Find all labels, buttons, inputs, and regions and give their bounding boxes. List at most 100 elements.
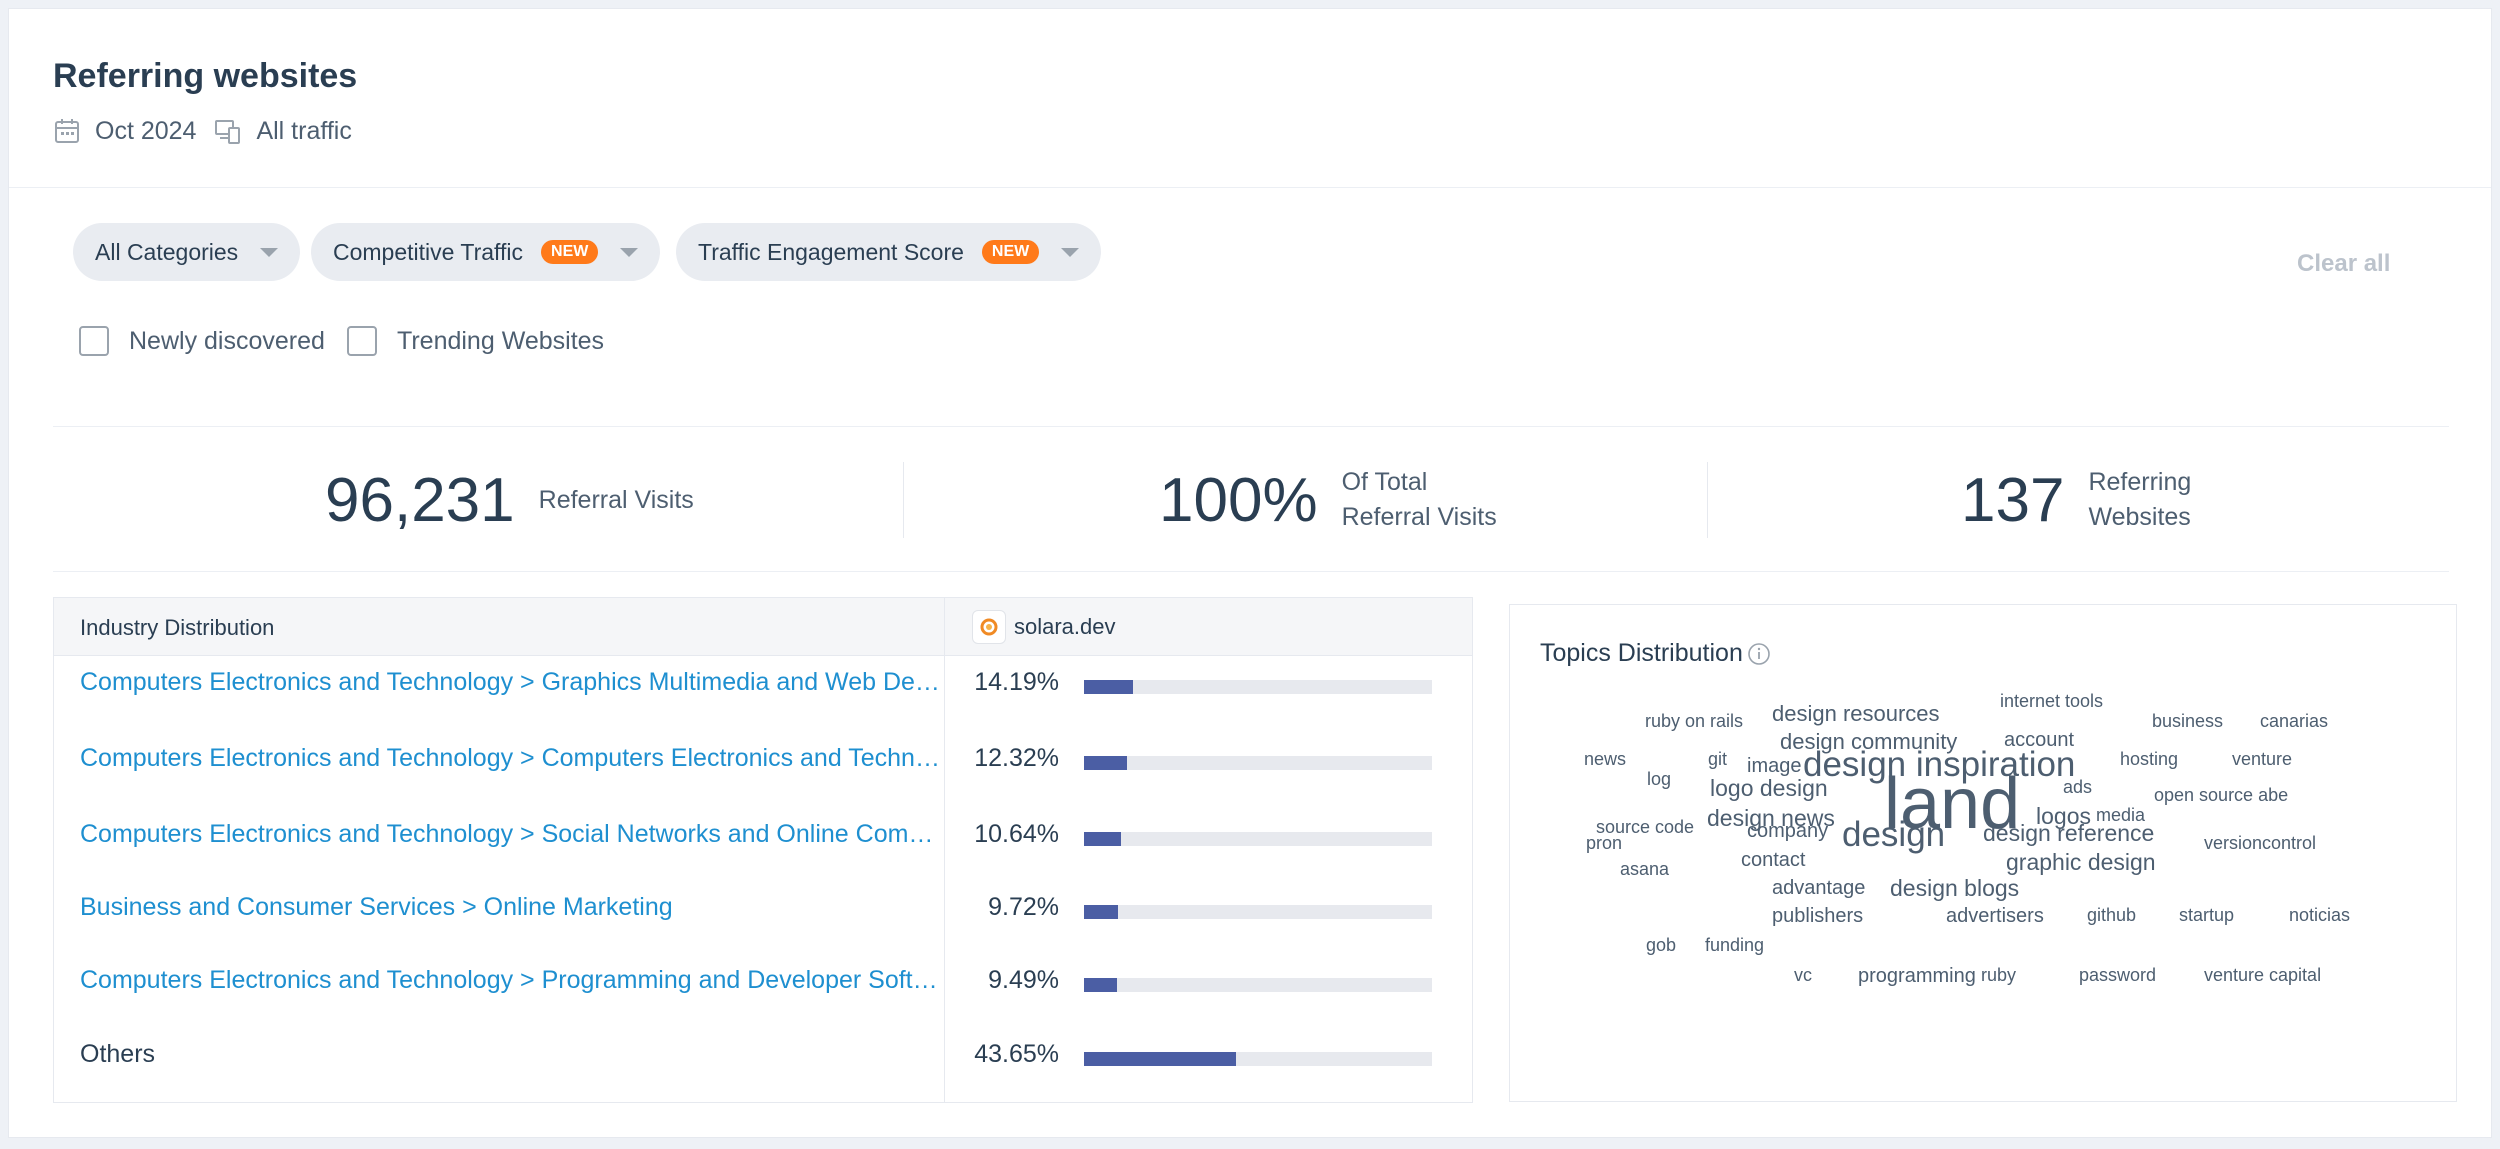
share-bar-fill xyxy=(1084,756,1127,770)
trending-websites-checkbox[interactable]: Trending Websites xyxy=(347,323,604,359)
topic-word: design news xyxy=(1707,805,1835,831)
topic-word: land xyxy=(1884,764,2021,844)
topic-word: company xyxy=(1747,820,1829,842)
topic-word: business xyxy=(2152,711,2224,731)
share-percent: 43.65% xyxy=(974,1040,1059,1068)
stat-of-total: 100% Of Total Referral Visits xyxy=(1159,457,1497,543)
topic-word: git xyxy=(1708,749,1728,769)
industry-distribution-table: Industry Distribution solara.dev Compute… xyxy=(53,597,1473,1103)
topic-word: canarias xyxy=(2260,711,2329,731)
stat-label-line1: Referral Visits xyxy=(538,485,694,514)
stat-label: Referring Websites xyxy=(2088,465,2191,535)
table-row: Computers Electronics and Technology > C… xyxy=(54,738,1472,778)
topic-word: account xyxy=(2004,729,2075,751)
new-badge: NEW xyxy=(981,240,1040,264)
chevron-down-icon xyxy=(260,247,279,257)
topic-word: programming xyxy=(1858,965,1976,987)
chip-label: Competitive Traffic xyxy=(333,238,524,265)
topic-word: design reference xyxy=(1983,820,2155,846)
share-bar xyxy=(1084,832,1432,846)
page-title: Referring websites xyxy=(53,57,358,95)
topics-title: Topics Distribution xyxy=(1540,639,1771,668)
topic-word: versioncontrol xyxy=(2204,833,2317,853)
topic-word: gob xyxy=(1646,935,1677,955)
table-header: Industry Distribution solara.dev xyxy=(54,598,1472,656)
category-link[interactable]: Computers Electronics and Technology > G… xyxy=(80,668,940,696)
table-row: Computers Electronics and Technology > S… xyxy=(54,814,1472,854)
share-percent: 14.19% xyxy=(974,668,1059,696)
table-row: Others 43.65% xyxy=(54,1034,1472,1074)
topic-word: open source abe xyxy=(2154,785,2289,805)
all-categories-dropdown[interactable]: All Categories xyxy=(73,223,301,281)
topic-word: publishers xyxy=(1772,905,1864,927)
topic-word: venture xyxy=(2232,749,2293,769)
share-bar-fill xyxy=(1084,905,1118,919)
topic-word: password xyxy=(2079,965,2157,985)
category-label: Others xyxy=(80,1040,156,1068)
topic-word: design blogs xyxy=(1890,875,2020,901)
stat-label: Of Total Referral Visits xyxy=(1342,465,1497,535)
date-label: Oct 2024 xyxy=(95,116,197,145)
traffic-engagement-score-dropdown[interactable]: Traffic Engagement Score NEW xyxy=(676,223,1102,281)
topic-word: graphic design xyxy=(2006,849,2156,875)
competitive-traffic-dropdown[interactable]: Competitive Traffic NEW xyxy=(311,223,661,281)
topic-word: contact xyxy=(1741,849,1806,871)
topic-word: vc xyxy=(1794,965,1812,985)
share-bar-fill xyxy=(1084,1052,1236,1066)
clear-all-button[interactable]: Clear all xyxy=(2297,250,2391,277)
site-favicon-icon xyxy=(972,610,1006,644)
share-bar-fill xyxy=(1084,978,1118,992)
chip-label: All Categories xyxy=(95,238,239,265)
category-link[interactable]: Computers Electronics and Technology > P… xyxy=(80,966,940,994)
share-bar xyxy=(1084,978,1432,992)
divider xyxy=(1707,462,1708,538)
site-name: solara.dev xyxy=(1014,614,1116,639)
chevron-down-icon xyxy=(1061,247,1080,257)
topic-word: design community xyxy=(1780,729,1958,754)
topic-word: advertisers xyxy=(1946,905,2044,927)
topic-word: design resources xyxy=(1772,701,1940,726)
topic-word: media xyxy=(2096,805,2146,825)
stat-value: 96,231 xyxy=(325,465,515,535)
divider xyxy=(53,426,2449,427)
new-badge: NEW xyxy=(541,240,599,264)
stat-value: 100% xyxy=(1159,465,1318,535)
category-link[interactable]: Business and Consumer Services > Online … xyxy=(80,893,673,921)
checkbox-box[interactable] xyxy=(79,326,109,356)
column-header-industry: Industry Distribution xyxy=(80,615,275,640)
topic-word: image xyxy=(1747,755,1802,777)
category-link[interactable]: Computers Electronics and Technology > S… xyxy=(80,820,940,848)
topic-word: source code xyxy=(1596,817,1695,837)
share-bar xyxy=(1084,680,1432,694)
table-row: Computers Electronics and Technology > G… xyxy=(54,662,1472,702)
newly-discovered-checkbox[interactable]: Newly discovered xyxy=(79,323,325,359)
table-row: Business and Consumer Services > Online … xyxy=(54,887,1472,927)
topic-word: ads xyxy=(2063,777,2093,797)
info-icon[interactable] xyxy=(1747,642,1771,666)
topic-word: advantage xyxy=(1772,877,1866,899)
checkbox-box[interactable] xyxy=(347,326,377,356)
share-bar xyxy=(1084,1052,1432,1066)
stat-referring-websites: 137 Referring Websites xyxy=(1961,457,2191,543)
stat-label-line1: Referring xyxy=(2088,468,2192,496)
stat-label-line2: Referral Visits xyxy=(1341,503,1497,531)
topic-word: log xyxy=(1647,769,1672,789)
stat-referral-visits: 96,231 Referral Visits xyxy=(325,457,694,543)
calendar-icon xyxy=(53,117,81,145)
topics-distribution-panel: Topics Distribution design resources inte… xyxy=(1509,604,2457,1102)
share-bar-fill xyxy=(1084,680,1134,694)
category-link[interactable]: Computers Electronics and Technology > C… xyxy=(80,744,940,772)
stat-label-line1: Of Total xyxy=(1341,468,1428,496)
stat-value: 137 xyxy=(1961,465,2065,535)
topic-word: design xyxy=(1842,815,1946,854)
share-bar xyxy=(1084,905,1432,919)
share-percent: 12.32% xyxy=(974,744,1059,772)
topic-word: asana xyxy=(1620,859,1670,879)
topic-word: design inspiration xyxy=(1803,745,2076,784)
topic-word: news xyxy=(1584,749,1627,769)
table-row: Computers Electronics and Technology > P… xyxy=(54,960,1472,1000)
stat-label: Referral Visits xyxy=(539,483,694,518)
divider xyxy=(53,571,2449,572)
topic-word: noticias xyxy=(2289,905,2351,925)
topic-word: hosting xyxy=(2120,749,2179,769)
